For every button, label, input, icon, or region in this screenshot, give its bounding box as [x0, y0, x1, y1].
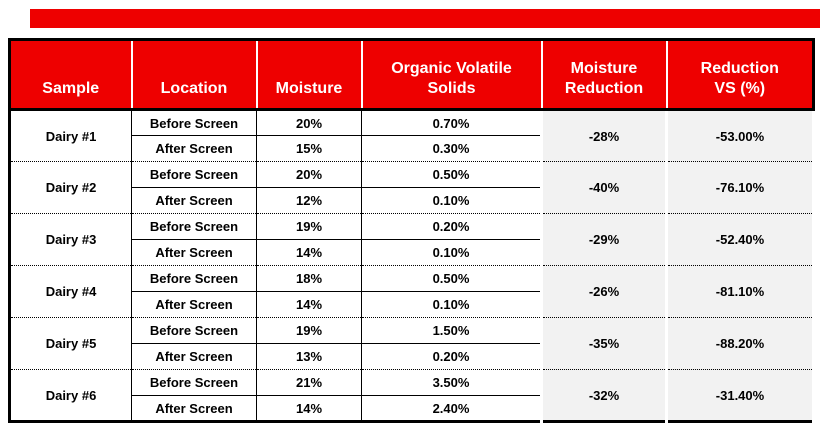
table-row: After Screen 13% 0.20% [10, 343, 814, 370]
location-cell: After Screen [131, 135, 257, 162]
table-row: After Screen 14% 0.10% [10, 291, 814, 318]
ovs-cell: 0.20% [361, 343, 542, 370]
moisture-cell: 21% [256, 369, 362, 396]
sample-cell: Dairy #6 [9, 369, 132, 422]
top-red-bar [30, 9, 820, 28]
table-row: After Screen 12% 0.10% [10, 187, 814, 214]
ovs-cell: 0.50% [361, 161, 542, 188]
reduction-vs-cell: -88.20% [665, 317, 815, 370]
ovs-cell: 0.20% [361, 213, 542, 240]
moisture-cell: 13% [256, 343, 362, 370]
col-header-moisture-reduction: Moisture Reduction [540, 39, 667, 111]
table-row: Dairy #5 Before Screen 19% 1.50% -35% -8… [9, 317, 815, 370]
ovs-cell: 0.30% [361, 135, 542, 162]
moisture-reduction-cell: -32% [540, 369, 668, 422]
location-cell: After Screen [131, 291, 257, 318]
moisture-reduction-cell: -35% [540, 317, 668, 370]
moisture-reduction-cell: -28% [540, 109, 668, 162]
col-header-sample: Sample [9, 39, 132, 111]
table-row: Dairy #6 Before Screen 21% 3.50% -32% -3… [9, 369, 815, 422]
moisture-cell: 14% [256, 395, 362, 422]
moisture-cell: 20% [256, 161, 362, 188]
location-cell: After Screen [131, 395, 257, 422]
ovs-cell: 0.10% [361, 187, 542, 214]
moisture-cell: 14% [256, 239, 362, 266]
ovs-cell: 2.40% [361, 395, 542, 422]
sample-cell: Dairy #2 [9, 161, 132, 214]
moisture-cell: 20% [256, 109, 362, 136]
moisture-cell: 12% [256, 187, 362, 214]
location-cell: After Screen [131, 343, 257, 370]
moisture-reduction-cell: -26% [540, 265, 668, 318]
moisture-cell: 14% [256, 291, 362, 318]
location-cell: Before Screen [131, 213, 257, 240]
location-cell: After Screen [131, 187, 257, 214]
location-cell: Before Screen [131, 369, 257, 396]
col-header-organic-volatile-solids: Organic Volatile Solids [360, 39, 542, 111]
reduction-vs-cell: -76.10% [665, 161, 815, 214]
location-cell: Before Screen [131, 109, 257, 136]
col-header-reduction-vs: Reduction VS (%) [665, 39, 814, 111]
table-row: After Screen 14% 0.10% [10, 239, 814, 266]
table-row: Dairy #2 Before Screen 20% 0.50% -40% -7… [9, 161, 815, 214]
sample-cell: Dairy #4 [9, 265, 132, 318]
ovs-cell: 0.50% [361, 265, 542, 292]
table-row: Dairy #3 Before Screen 19% 0.20% -29% -5… [9, 213, 815, 266]
sample-cell: Dairy #3 [9, 213, 132, 266]
col-header-location: Location [130, 39, 257, 111]
location-cell: Before Screen [131, 317, 257, 344]
reduction-vs-cell: -81.10% [665, 265, 815, 318]
moisture-reduction-cell: -29% [540, 213, 668, 266]
moisture-cell: 19% [256, 317, 362, 344]
reduction-vs-cell: -53.00% [665, 109, 815, 162]
moisture-cell: 19% [256, 213, 362, 240]
ovs-cell: 3.50% [361, 369, 542, 396]
ovs-cell: 0.10% [361, 291, 542, 318]
ovs-cell: 0.10% [361, 239, 542, 266]
reduction-vs-cell: -52.40% [665, 213, 815, 266]
table-row: After Screen 15% 0.30% [10, 135, 814, 162]
ovs-cell: 0.70% [361, 109, 542, 136]
location-cell: Before Screen [131, 161, 257, 188]
table-row: After Screen 14% 2.40% [10, 395, 814, 422]
location-cell: Before Screen [131, 265, 257, 292]
moisture-cell: 18% [256, 265, 362, 292]
moisture-reduction-cell: -40% [540, 161, 668, 214]
header-row: Sample Location Moisture Organic Volatil… [9, 39, 814, 111]
table-row: Dairy #1 Before Screen 20% 0.70% -28% -5… [9, 109, 815, 162]
sample-cell: Dairy #1 [9, 109, 132, 162]
table-row: Dairy #4 Before Screen 18% 0.50% -26% -8… [9, 265, 815, 318]
moisture-cell: 15% [256, 135, 362, 162]
sample-cell: Dairy #5 [9, 317, 132, 370]
col-header-moisture: Moisture [255, 39, 362, 111]
location-cell: After Screen [131, 239, 257, 266]
dairy-screening-table: Sample Location Moisture Organic Volatil… [8, 38, 815, 423]
ovs-cell: 1.50% [361, 317, 542, 344]
reduction-vs-cell: -31.40% [665, 369, 815, 422]
